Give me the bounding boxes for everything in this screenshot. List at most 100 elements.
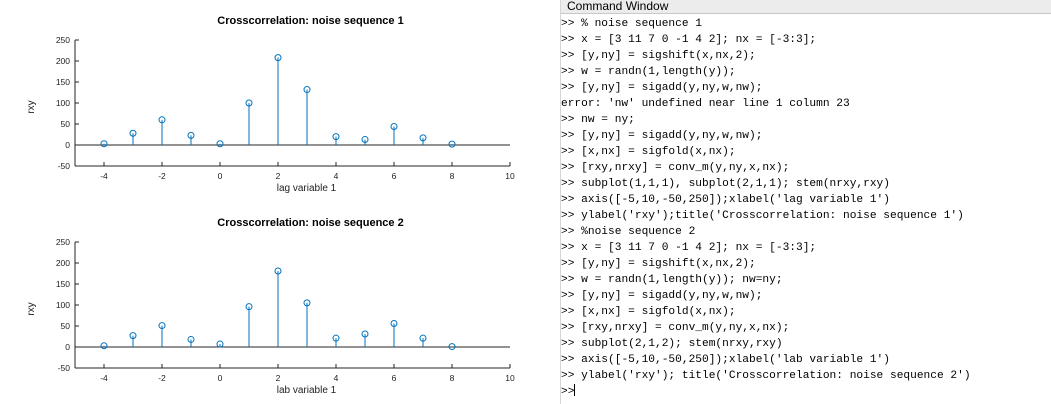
x-tick-label: -4 — [100, 373, 108, 383]
x-tick-label: 4 — [334, 373, 339, 383]
prompt-symbol: >> — [561, 18, 575, 30]
prompt-symbol: >> — [561, 178, 575, 190]
active-prompt-line[interactable]: >> — [561, 384, 1051, 400]
x-tick-label: 6 — [392, 373, 397, 383]
subplot-1: -50 0 50 100 150 200 250 -4 -2 0 2 4 6 8 10 Crosscorrel… — [26, 15, 515, 194]
stem-marker — [274, 267, 282, 275]
command-text: [x,nx] = sigfold(x,nx); — [581, 146, 736, 158]
command-line: >> subplot(1,1,1), subplot(2,1,1); stem(… — [561, 176, 1051, 192]
error-message: error: 'nw' undefined near line 1 column… — [561, 96, 1051, 112]
stem-marker — [274, 54, 282, 62]
command-text: nw = ny; — [581, 114, 635, 126]
stem-marker — [419, 334, 427, 342]
x-tick-label: -2 — [158, 373, 166, 383]
command-window-body[interactable]: >> % noise sequence 1 >> x = [3 11 7 0 -1… — [561, 16, 1051, 404]
prompt-symbol: >> — [561, 258, 575, 270]
stem-marker — [245, 303, 253, 311]
command-line: >> subplot(2,1,2); stem(nrxy,rxy) — [561, 336, 1051, 352]
prompt-symbol: >> — [561, 370, 575, 382]
text-cursor — [574, 384, 576, 396]
stem-marker — [158, 322, 166, 330]
y-tick-label: 0 — [65, 140, 70, 150]
y-tick-label: 200 — [56, 258, 70, 268]
x-tick-label: 8 — [450, 171, 455, 181]
x-tick-label: 10 — [505, 171, 515, 181]
stem-marker — [419, 134, 427, 142]
prompt-symbol: >> — [561, 162, 575, 174]
command-text: [y,ny] = sigshift(x,nx,2); — [581, 258, 756, 270]
stem-marker — [187, 131, 195, 139]
command-text: w = randn(1,length(y)); — [581, 66, 736, 78]
stem-marker — [332, 334, 340, 342]
prompt-symbol: >> — [561, 146, 575, 158]
y-tick-label: 150 — [56, 77, 70, 87]
command-line: >> [rxy,nrxy] = conv_m(y,ny,x,nx); — [561, 320, 1051, 336]
command-line: >> [y,ny] = sigshift(x,nx,2); — [561, 256, 1051, 272]
prompt-symbol: >> — [561, 50, 575, 62]
y-tick-label: 200 — [56, 56, 70, 66]
command-text: [y,ny] = sigshift(x,nx,2); — [581, 50, 756, 62]
command-text: subplot(1,1,1), subplot(2,1,1); stem(nrx… — [581, 178, 890, 190]
y-tick-label: -50 — [58, 363, 71, 373]
stem-marker — [390, 319, 398, 327]
command-text: % noise sequence 1 — [581, 18, 703, 30]
x-tick-label: 4 — [334, 171, 339, 181]
command-line: >> [rxy,nrxy] = conv_m(y,ny,x,nx); — [561, 160, 1051, 176]
x-axis-label: lag variable 1 — [277, 183, 337, 194]
command-line: >> w = randn(1,length(y)); nw=ny; — [561, 272, 1051, 288]
x-tick-label: 2 — [276, 171, 281, 181]
stem-marker — [245, 99, 253, 107]
command-text: x = [3 11 7 0 -1 4 2]; nx = [-3:3]; — [581, 242, 817, 254]
command-line: >> axis([-5,10,-50,250]);xlabel('lag var… — [561, 192, 1051, 208]
x-axis-label: lab variable 1 — [277, 385, 337, 396]
x-tick-label: 8 — [450, 373, 455, 383]
prompt-symbol: >> — [561, 242, 575, 254]
prompt-symbol: >> — [561, 210, 575, 222]
stem-marker — [332, 133, 340, 141]
command-text: %noise sequence 2 — [581, 226, 696, 238]
subplot-2: -50 0 50 100 150 200 250 -4 -2 0 2 4 6 8 10 Crosscorrel… — [26, 217, 515, 396]
prompt-symbol: >> — [561, 194, 575, 206]
command-line: >> %noise sequence 2 — [561, 224, 1051, 240]
y-tick-label: 100 — [56, 98, 70, 108]
command-text: axis([-5,10,-50,250]);xlabel('lab variab… — [581, 354, 890, 366]
y-tick-label: -50 — [58, 161, 71, 171]
x-tick-label: 6 — [392, 171, 397, 181]
command-line: >> x = [3 11 7 0 -1 4 2]; nx = [-3:3]; — [561, 240, 1051, 256]
stem-marker — [158, 116, 166, 124]
command-line: >> w = randn(1,length(y)); — [561, 64, 1051, 80]
y-axis-label: rxy — [26, 100, 37, 113]
stem-marker — [129, 332, 137, 340]
command-line: >> [y,ny] = sigadd(y,ny,w,nw); — [561, 128, 1051, 144]
command-line: >> [y,ny] = sigadd(y,ny,w,nw); — [561, 80, 1051, 96]
command-line: >> nw = ny; — [561, 112, 1051, 128]
prompt-symbol: >> — [561, 82, 575, 94]
x-tick-label: -4 — [100, 171, 108, 181]
command-window[interactable]: Command Window >> % noise sequence 1 >> x… — [560, 0, 1051, 404]
command-line: >> axis([-5,10,-50,250]);xlabel('lab var… — [561, 352, 1051, 368]
prompt-symbol: >> — [561, 226, 575, 238]
command-text: [rxy,nrxy] = conv_m(y,ny,x,nx); — [581, 322, 790, 334]
x-tick-label: 10 — [505, 373, 515, 383]
prompt-symbol: >> — [561, 338, 575, 350]
command-text: [x,nx] = sigfold(x,nx); — [581, 306, 736, 318]
stem-marker — [100, 342, 108, 350]
stem-marker — [216, 340, 224, 348]
y-tick-label: 50 — [61, 119, 71, 129]
prompt-symbol: >> — [561, 34, 575, 46]
subplot-title: Crosscorrelation: noise sequence 2 — [217, 217, 403, 229]
stem-marker — [361, 330, 369, 338]
command-text: [rxy,nrxy] = conv_m(y,ny,x,nx); — [581, 162, 790, 174]
prompt-symbol: >> — [561, 290, 575, 302]
command-text: error: 'nw' undefined near line 1 column… — [561, 98, 850, 110]
stem-marker — [390, 123, 398, 131]
x-tick-label: -2 — [158, 171, 166, 181]
prompt-symbol: >> — [561, 386, 575, 398]
command-text: axis([-5,10,-50,250]);xlabel('lag variab… — [581, 194, 890, 206]
command-text: ylabel('rxy'); title('Crosscorrelation: … — [581, 370, 971, 382]
prompt-symbol: >> — [561, 354, 575, 366]
command-text: [y,ny] = sigadd(y,ny,w,nw); — [581, 82, 763, 94]
command-text: w = randn(1,length(y)); nw=ny; — [581, 274, 783, 286]
command-line: >> [y,ny] = sigadd(y,ny,w,nw); — [561, 288, 1051, 304]
